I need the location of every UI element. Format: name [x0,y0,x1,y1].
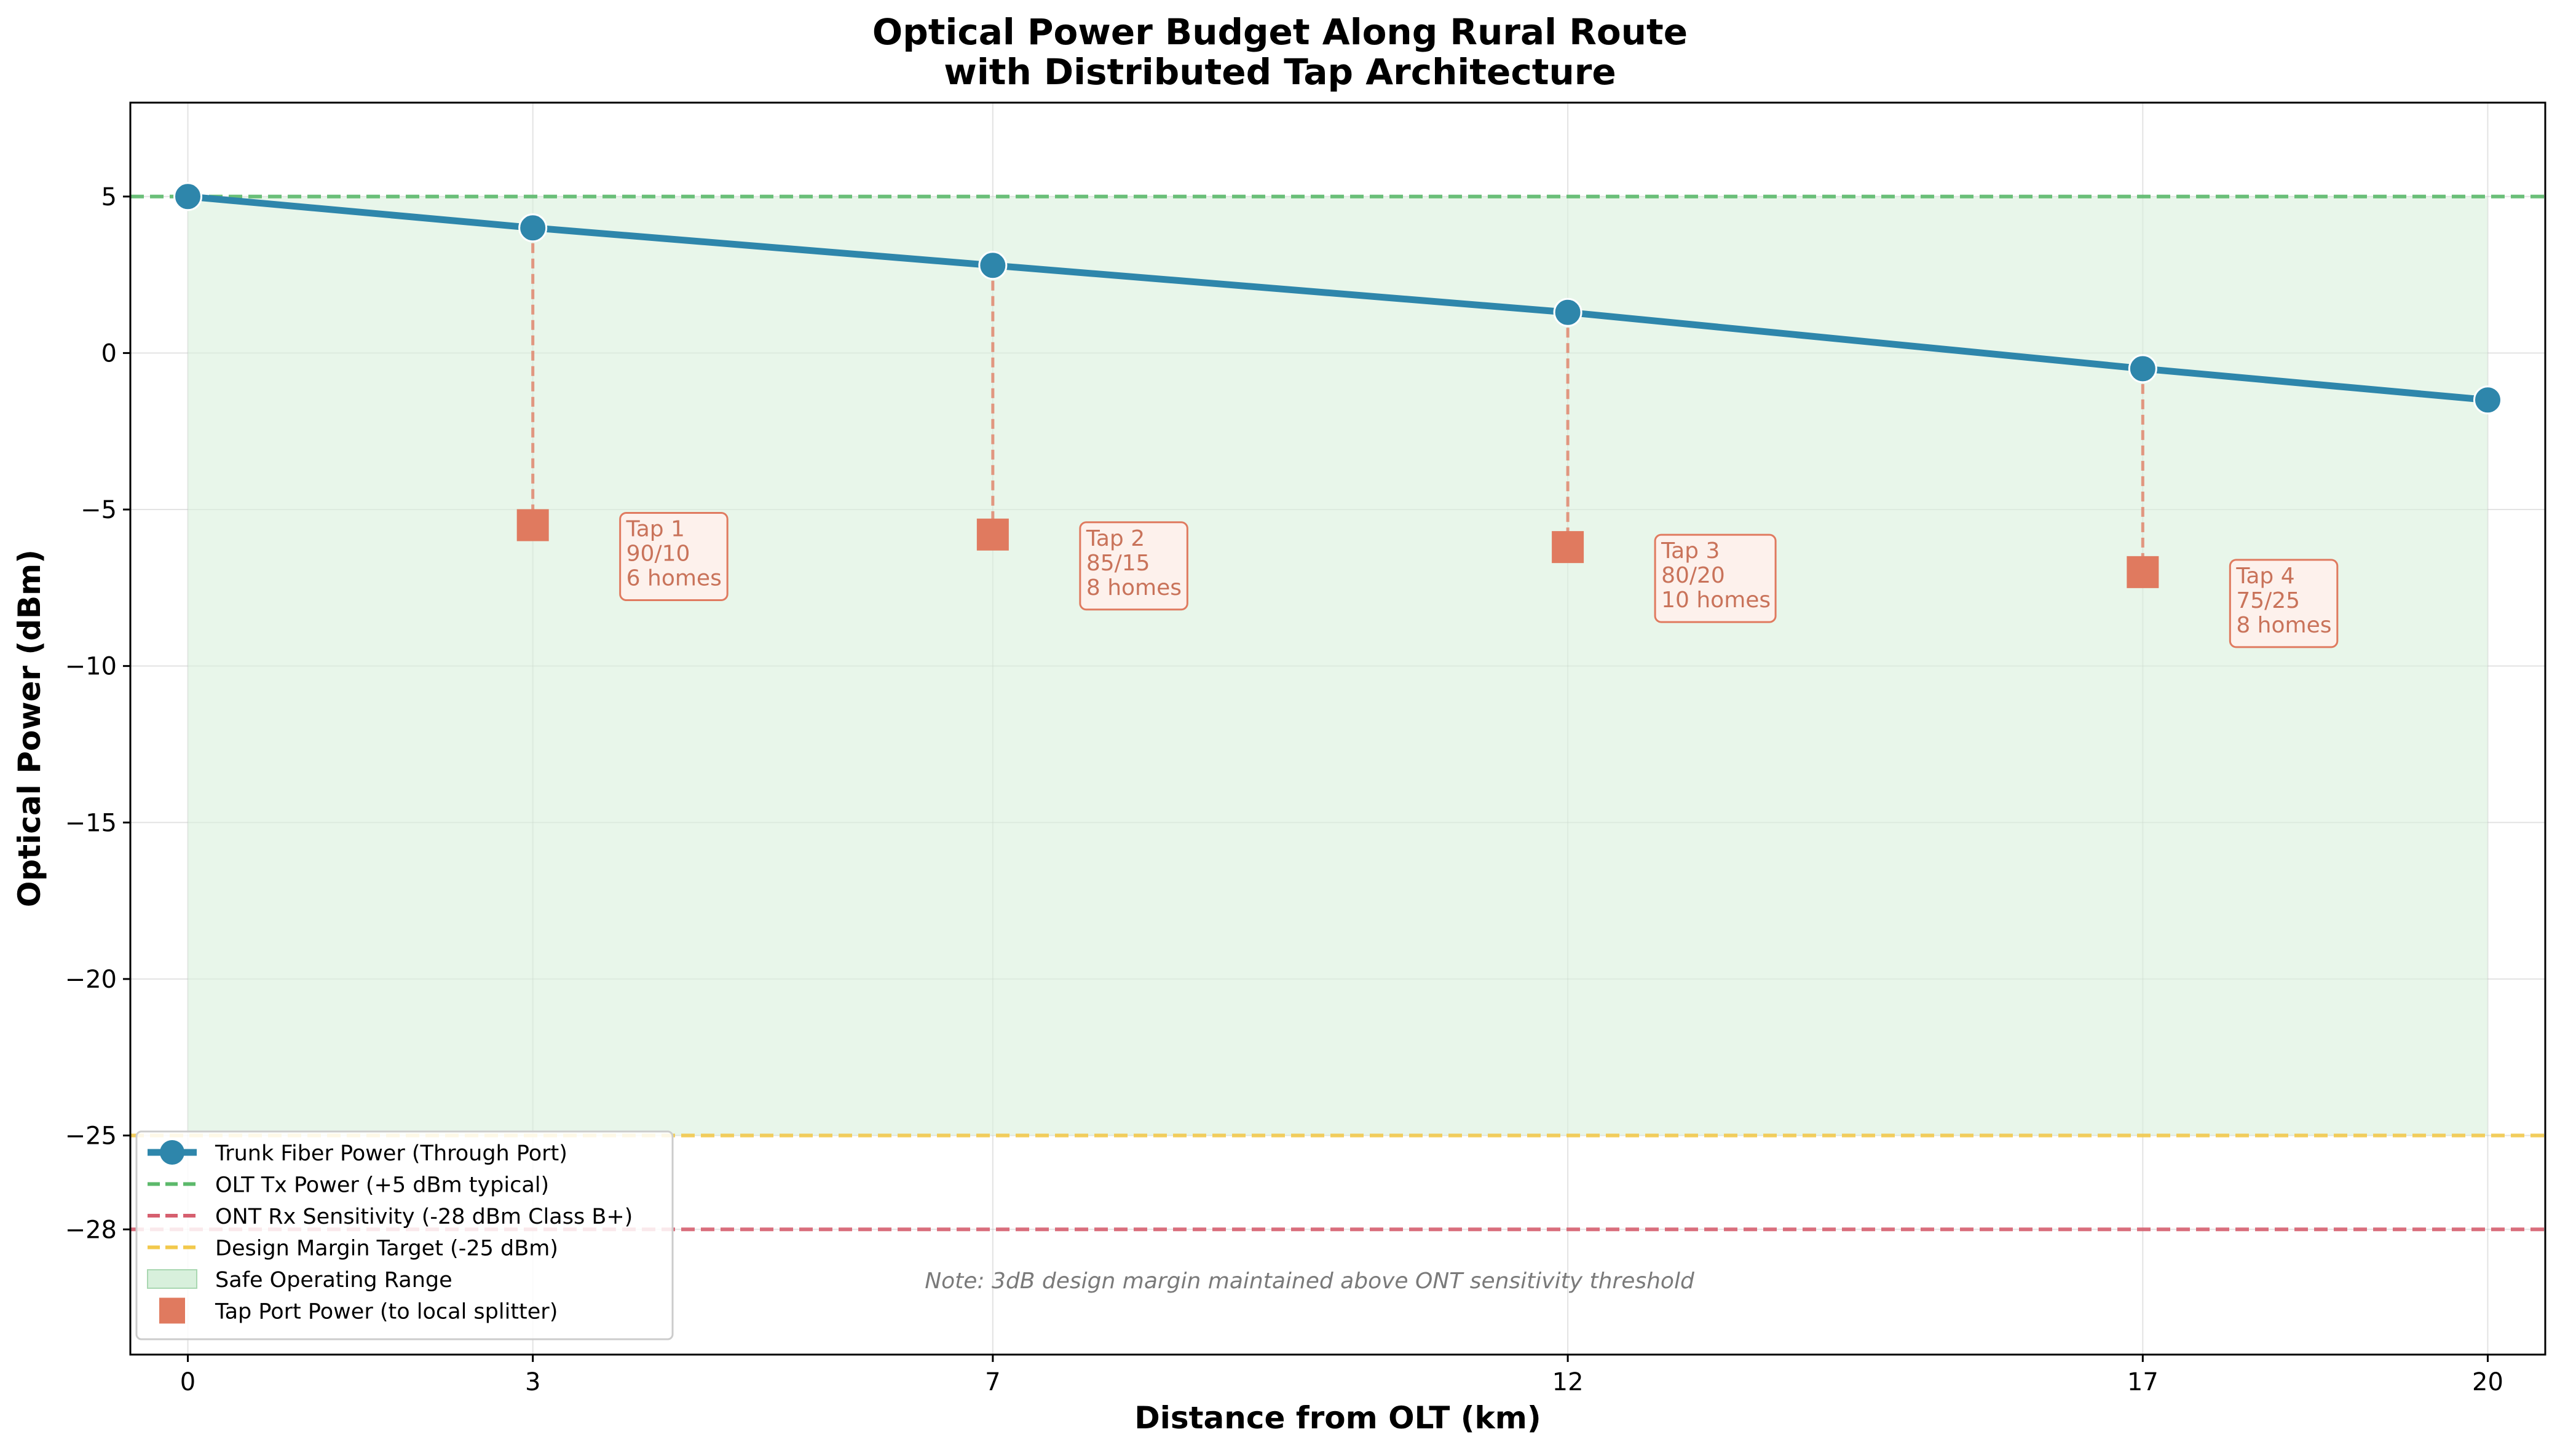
tap-annotation-label: Tap 2 85/15 8 homes [1086,526,1182,600]
tap-annotation-line: 90/10 [626,541,690,566]
tap-annotation-line: Tap 4 [2235,564,2294,589]
y-tick-label: −25 [65,1122,117,1151]
chart-title-line-2: with Distributed Tap Architecture [944,51,1616,93]
safe-operating-region [188,196,2488,1136]
legend-trunk-marker [160,1140,184,1165]
trunk-power-line [188,193,2488,404]
legend-tap-marker [159,1297,185,1324]
tap-annotation-line: 8 homes [2236,613,2331,638]
trunk-point [2128,354,2157,384]
tap-annotation-line: Tap 3 [1661,538,1720,564]
tap-annotation-line: 10 homes [1661,588,1771,613]
y-tick-label: −20 [65,966,117,994]
tap-annotation-box [1079,521,1188,611]
tap-annotation-line: 6 homes [626,565,722,591]
x-tick-label: 7 [985,1368,1000,1396]
tap-annotation-line: Tap 1 [626,516,685,541]
y-tick-label: −15 [65,809,117,837]
y-tick-label: 0 [101,339,117,368]
plot-frame [129,101,2546,1356]
legend-region-patch [147,1269,197,1289]
legend-box [135,1130,674,1340]
x-tick-label: 20 [2472,1368,2503,1396]
tap-annotation-box [1654,533,1777,623]
y-tick-label: −28 [65,1216,117,1244]
x-axis-label: Distance from OLT (km) [1134,1400,1541,1436]
trunk-point [1553,297,1582,327]
tap-annotation-line: 75/25 [2236,588,2300,613]
legend-label: Design Margin Target (-25 dBm) [215,1237,558,1261]
legend-label: Trunk Fiber Power (Through Port) [215,1141,567,1166]
tap-annotation-line: 80/20 [1661,563,1725,588]
x-tick-label: 0 [180,1368,196,1396]
tap-annotation-box [619,511,729,601]
tap-annotation-label: Tap 3 80/20 10 homes [1661,538,1771,613]
y-axis-label: Optical Power (dBm) [12,549,47,907]
trunk-point [2473,385,2502,415]
x-tick-label: 12 [1552,1368,1584,1396]
tap-port-marker [516,509,549,541]
trunk-point [518,213,548,243]
tap-annotation-line: 8 homes [1086,575,1182,600]
tap-annotation-label: Tap 4 75/25 8 homes [2235,564,2331,638]
x-tick-label: 3 [525,1368,540,1396]
design-margin-note: Note: 3dB design margin maintained above… [925,1269,1695,1294]
tap-port-marker [1552,531,1584,564]
tap-annotation-line: 85/15 [1086,551,1150,576]
legend-label: ONT Rx Sensitivity (-28 dBm Class B+) [215,1205,633,1229]
tap-port-marker [976,518,1009,551]
legend-label: OLT Tx Power (+5 dBm typical) [215,1173,549,1198]
tap-annotation-box [2229,559,2339,648]
x-tick-label: 17 [2127,1368,2159,1396]
tap-annotation-line: Tap 2 [1086,526,1145,551]
y-tick-label: −10 [65,653,117,681]
y-tick-label: −5 [81,496,117,524]
legend-label: Safe Operating Range [215,1268,452,1293]
trunk-point [173,182,203,211]
chart-title-line-1: Optical Power Budget Along Rural Route [872,11,1688,53]
tap-port-marker [2127,556,2159,588]
trunk-point [978,251,1008,280]
tap-annotation-label: Tap 1 90/10 6 homes [626,516,722,591]
legend-label: Tap Port Power (to local splitter) [215,1300,558,1324]
y-tick-label: 5 [101,183,117,211]
